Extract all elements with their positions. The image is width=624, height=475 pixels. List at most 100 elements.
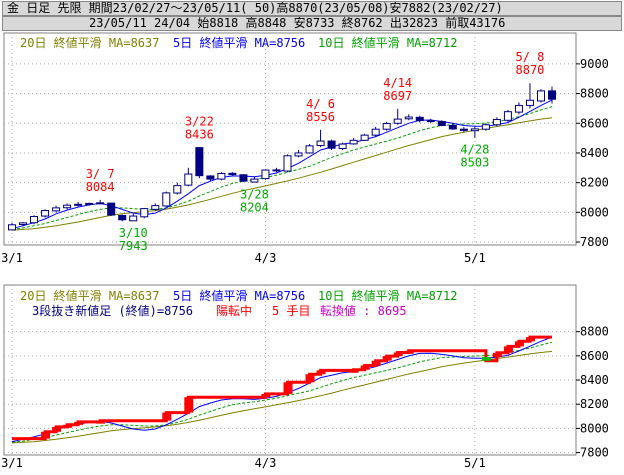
annotation-date: 3/28 bbox=[240, 188, 269, 202]
candle-body bbox=[261, 169, 270, 180]
annotation-value: 8697 bbox=[383, 89, 412, 103]
candle bbox=[360, 133, 369, 142]
candle bbox=[514, 102, 523, 115]
candle bbox=[349, 138, 358, 145]
candle-body bbox=[184, 173, 193, 186]
ma10-line-bottom bbox=[11, 341, 553, 443]
sanbon-brick bbox=[371, 360, 381, 366]
candle bbox=[107, 202, 116, 217]
candle bbox=[217, 172, 226, 181]
sanbon-brick bbox=[503, 346, 513, 353]
sanbon-brick bbox=[360, 365, 370, 370]
candle bbox=[481, 123, 490, 131]
sanbon-brick bbox=[283, 382, 293, 394]
y-tick-label: 8200 bbox=[580, 176, 609, 190]
candle-body bbox=[173, 185, 182, 194]
candle-body bbox=[404, 116, 413, 120]
candle-body bbox=[107, 202, 116, 216]
sanbon-status: 陽転中 bbox=[216, 303, 252, 318]
legend-ma20: 20日 終値平滑 MA=8637 bbox=[20, 35, 159, 50]
sanbon-brick bbox=[96, 420, 106, 424]
candle-body bbox=[19, 222, 28, 226]
x-tick-label: 3/1 bbox=[1, 251, 23, 265]
x-tick-label: 3/1 bbox=[1, 456, 23, 470]
candlestick-pane: 7800 8000 8200 8400 8600 8800 9000 3/1 4/3 5/1 3/ … bbox=[1, 32, 609, 265]
candle-body bbox=[514, 104, 523, 113]
candle bbox=[448, 123, 457, 130]
annotation-date: 4/ 6 bbox=[306, 97, 335, 111]
sanbon-brick bbox=[349, 369, 359, 373]
candle-body bbox=[8, 224, 16, 231]
candle bbox=[239, 174, 248, 183]
y-tick-label: 8200 bbox=[580, 397, 609, 411]
x-tick-label: 5/1 bbox=[464, 456, 486, 470]
legend-ma20-bottom: 20日 終値平滑 MA=8637 bbox=[20, 288, 159, 303]
annotation-date: 3/22 bbox=[185, 115, 214, 129]
sanbon-brick bbox=[404, 350, 414, 354]
legend-ma5-bottom: 5日 終値平滑 MA=8756 bbox=[173, 288, 305, 303]
y-tick-label: 8800 bbox=[580, 87, 609, 101]
sanbon-brick bbox=[162, 412, 172, 421]
annotation-value: 8204 bbox=[240, 201, 269, 215]
candle-body bbox=[228, 172, 237, 176]
candle-body bbox=[195, 147, 204, 177]
candle bbox=[162, 191, 171, 208]
annotation-date: 3/ 7 bbox=[86, 167, 115, 181]
candle bbox=[272, 167, 281, 173]
y-tick-label: 9000 bbox=[580, 57, 609, 71]
annotation-date: 5/ 8 bbox=[516, 50, 545, 64]
chart-header-period: 金 日足 先限 期間23/02/27～23/05/11( 50)高8870(23… bbox=[2, 1, 622, 16]
ma20-line-bottom bbox=[11, 350, 553, 444]
chart-header-latest: 23/05/11 24/04 始8818 高8848 安8733 終8762 出… bbox=[2, 16, 622, 31]
sanbon-brick bbox=[52, 426, 62, 432]
candle-body bbox=[272, 169, 281, 172]
candle bbox=[459, 126, 468, 133]
sanbon-brick bbox=[393, 352, 403, 357]
annotation-value: 8870 bbox=[516, 63, 545, 77]
sanbon-brick bbox=[514, 341, 524, 347]
candle bbox=[525, 83, 534, 109]
candle bbox=[437, 120, 446, 127]
candle-body bbox=[118, 214, 127, 221]
candle-body bbox=[448, 124, 457, 130]
candle bbox=[426, 118, 435, 124]
candle bbox=[492, 117, 501, 127]
y-tick-label: 8600 bbox=[580, 349, 609, 363]
sanbon-count: 5 手目 bbox=[272, 304, 310, 318]
candle-body bbox=[470, 128, 479, 132]
candle-body bbox=[481, 124, 490, 130]
sanbon-step-line bbox=[12, 335, 552, 441]
y-tick-label: 8400 bbox=[580, 146, 609, 160]
candle-body bbox=[140, 208, 149, 218]
sanbon-brick bbox=[74, 421, 84, 425]
candle-body bbox=[283, 155, 292, 172]
candle-body bbox=[96, 202, 105, 205]
y-tick-label: 8600 bbox=[580, 116, 609, 130]
candle-body bbox=[503, 111, 512, 121]
candle-body bbox=[426, 120, 435, 123]
candle-body bbox=[41, 210, 50, 217]
candle-body bbox=[74, 203, 83, 206]
x-tick-label: 5/1 bbox=[464, 251, 486, 265]
candle-body bbox=[327, 140, 336, 149]
candle bbox=[261, 169, 270, 180]
candle bbox=[338, 142, 347, 150]
candle-body bbox=[382, 123, 391, 130]
candle-body bbox=[129, 215, 138, 222]
candle bbox=[52, 205, 61, 213]
candle-body bbox=[536, 90, 545, 102]
candle bbox=[294, 149, 303, 158]
candle bbox=[118, 214, 127, 222]
candle-body bbox=[85, 202, 94, 205]
candle-body bbox=[548, 90, 556, 100]
candle-body bbox=[151, 205, 160, 210]
candle bbox=[371, 126, 380, 137]
candle bbox=[327, 139, 336, 150]
candle-body bbox=[492, 119, 501, 126]
sanbon-turn-price: 転換値 : 8695 bbox=[320, 303, 407, 318]
y-tick-label: 8800 bbox=[580, 325, 609, 339]
pane-border bbox=[3, 32, 577, 246]
candle-body bbox=[459, 128, 468, 131]
candle bbox=[129, 213, 138, 222]
